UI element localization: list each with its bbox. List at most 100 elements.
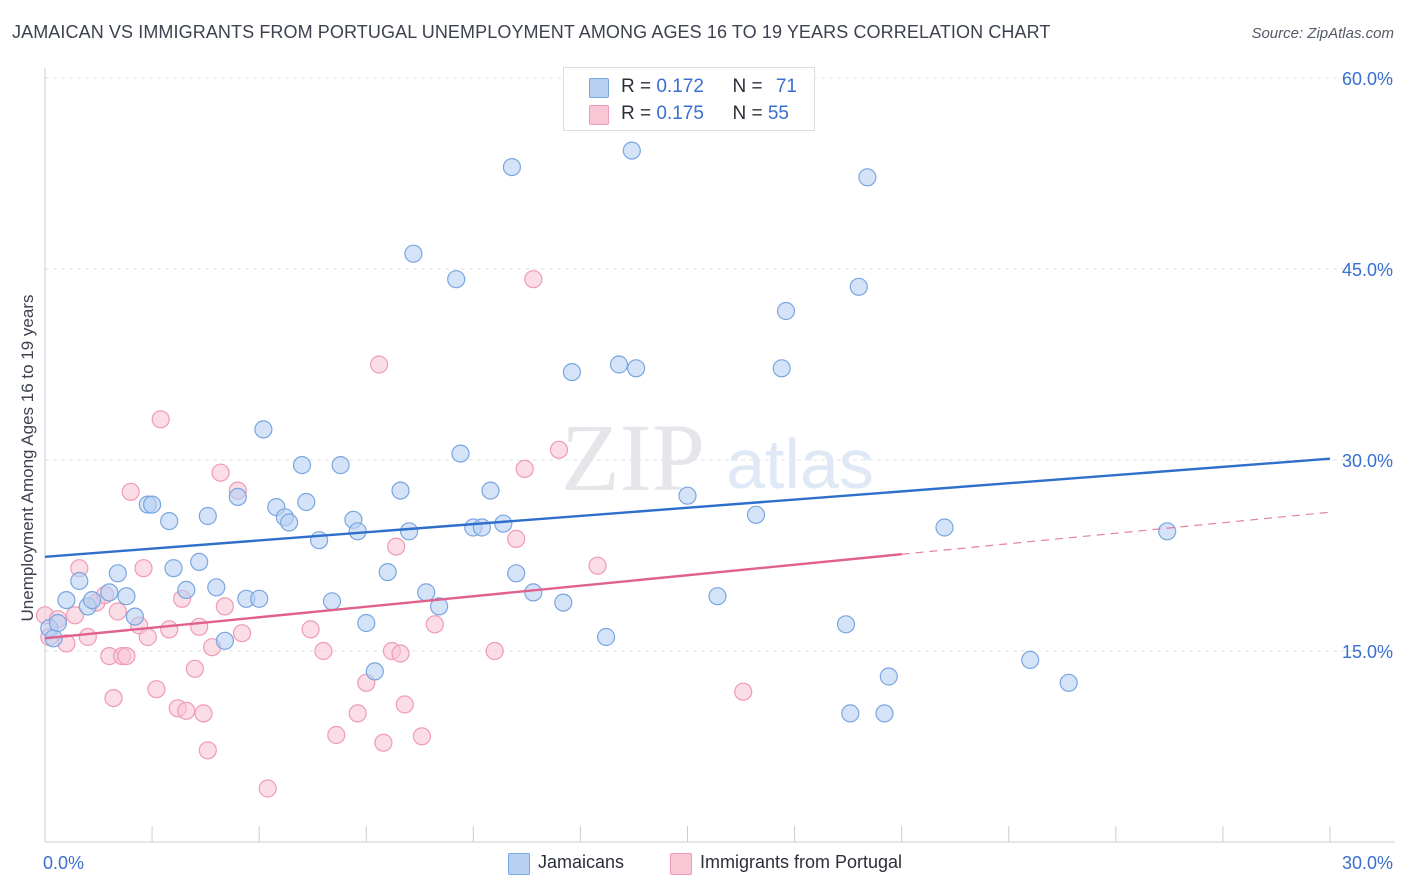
point-portugal (507, 529, 526, 549)
point-jamaicans (935, 518, 954, 537)
point-jamaicans (746, 505, 766, 524)
y-tick-label: 60.0% (1342, 69, 1393, 89)
point-jamaicans (849, 277, 868, 296)
point-jamaicans (190, 552, 209, 572)
point-jamaicans (357, 613, 376, 633)
n-value: 71 (775, 76, 797, 97)
point-jamaicans (365, 662, 384, 681)
point-jamaicans (322, 592, 342, 611)
point-portugal (524, 270, 543, 289)
point-jamaicans (143, 495, 162, 514)
point-jamaicans (254, 420, 273, 439)
point-portugal (395, 695, 414, 714)
point-jamaicans (472, 518, 491, 537)
point-jamaicans (292, 456, 312, 475)
series-portugal-points (35, 270, 753, 798)
trendline-portugal-extension (901, 511, 1331, 555)
point-jamaicans (626, 359, 646, 378)
point-portugal (117, 646, 136, 666)
point-jamaicans (507, 564, 526, 583)
point-jamaicans (836, 615, 856, 634)
point-jamaicans (622, 141, 641, 160)
point-jamaicans (215, 631, 234, 650)
point-jamaicans (125, 607, 144, 626)
source-label: Source: ZipAtlas.com (1251, 25, 1394, 42)
point-jamaicans (82, 590, 102, 610)
point-portugal (138, 627, 157, 647)
point-jamaicans (1059, 673, 1078, 692)
point-portugal (485, 641, 504, 661)
point-jamaicans (108, 564, 127, 583)
point-portugal (78, 627, 97, 647)
point-portugal (215, 597, 234, 616)
r-value: 0.172 (656, 76, 704, 97)
point-jamaicans (117, 587, 136, 606)
chart-title: JAMAICAN VS IMMIGRANTS FROM PORTUGAL UNE… (12, 22, 1051, 42)
point-jamaicans (879, 667, 898, 686)
point-portugal (232, 624, 252, 643)
point-jamaicans (481, 481, 500, 500)
watermark-atlas: atlas (726, 425, 874, 503)
point-jamaicans (1158, 522, 1177, 541)
point-portugal (134, 559, 153, 578)
point-portugal (147, 680, 166, 699)
point-portugal (348, 704, 367, 723)
point-jamaicans (250, 589, 269, 608)
point-portugal (151, 410, 170, 429)
point-jamaicans (198, 506, 217, 526)
point-jamaicans (678, 486, 697, 505)
point-portugal (391, 644, 410, 663)
point-portugal (160, 620, 179, 639)
y-axis-label: Unemployment Among Ages 16 to 19 years (18, 294, 37, 622)
point-jamaicans (596, 627, 616, 647)
point-portugal (549, 440, 569, 459)
point-portugal (425, 615, 444, 634)
axes (44, 68, 1395, 843)
point-jamaicans (554, 593, 573, 612)
point-jamaicans (776, 301, 796, 321)
x-tick-label: 0.0% (43, 853, 84, 873)
point-portugal (177, 701, 196, 720)
point-jamaicans (524, 583, 543, 602)
point-jamaicans (331, 456, 350, 475)
point-jamaicans (207, 578, 226, 597)
r-label: R = (621, 103, 657, 124)
point-jamaicans (430, 597, 449, 616)
point-portugal (374, 733, 393, 752)
r-label: R = (621, 76, 657, 97)
point-jamaicans (772, 359, 791, 378)
n-label: N = (732, 103, 768, 124)
point-portugal (258, 779, 277, 798)
legend-swatch-jamaicans (589, 78, 609, 98)
point-portugal (198, 741, 217, 760)
point-jamaicans (280, 513, 299, 532)
gridlines (45, 77, 1395, 652)
point-portugal (387, 537, 406, 556)
point-jamaicans (1021, 650, 1040, 670)
point-portugal (301, 620, 320, 639)
point-jamaicans (609, 355, 629, 374)
point-portugal (194, 704, 213, 723)
y-tick-label: 45.0% (1342, 260, 1393, 280)
point-portugal (104, 688, 123, 708)
stats-legend: R = 0.172 N = 71 R = 0.175 N = 55 (563, 67, 815, 131)
point-portugal (65, 606, 85, 625)
n-value: 55 (767, 103, 789, 124)
point-jamaicans (494, 514, 513, 533)
point-jamaicans (447, 270, 466, 289)
point-jamaicans (400, 522, 419, 541)
legend-swatch-portugal (589, 105, 609, 125)
trendline-portugal (44, 553, 902, 640)
point-jamaicans (297, 492, 316, 512)
point-jamaicans (160, 511, 179, 531)
point-portugal (185, 659, 204, 678)
series-jamaicans-points (40, 141, 1177, 723)
point-jamaicans (48, 613, 68, 633)
trendlines (44, 457, 1331, 640)
point-jamaicans (451, 444, 470, 463)
tick-labels: 15.0% 30.0% 45.0% 60.0% 0.0% 30.0% (43, 69, 1393, 873)
point-jamaicans (562, 363, 582, 382)
point-portugal (734, 682, 753, 701)
point-jamaicans (502, 158, 521, 177)
